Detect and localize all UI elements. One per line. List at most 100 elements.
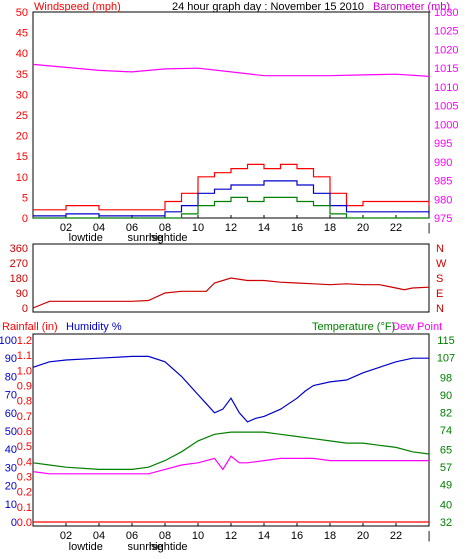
x-tick-label: 10 [192, 222, 204, 234]
humidity-tick-label: 70 [5, 390, 17, 402]
rain-tick-label: 0.9 [17, 381, 32, 393]
gust-line [33, 163, 430, 211]
baro-tick-label: 1005 [434, 101, 458, 113]
wind-tick-label: 15 [16, 151, 28, 163]
x-tick-label: 18 [324, 530, 336, 542]
x-tick-label: 06 [126, 222, 138, 234]
wind-tick-label: 25 [16, 110, 28, 122]
baro-tick-label: 1015 [434, 63, 458, 75]
temperature-tick-label: 65 [440, 445, 452, 457]
x-tick-label: 20 [357, 222, 369, 234]
humidity-tick-label: 50 [5, 426, 17, 438]
minimum-wind-line [33, 196, 429, 219]
rain-axis-title: Rainfall (in) [2, 321, 58, 333]
compass-label: N [436, 303, 444, 315]
wind-axis-title: Windspeed (mph) [34, 1, 121, 13]
humidity-line [32, 355, 429, 423]
wind-tick-label: 45 [16, 28, 28, 40]
rain-tick-label: 0.0 [17, 517, 32, 529]
baro-tick-label: 995 [434, 138, 452, 150]
temperature-tick-label: 98 [440, 372, 452, 384]
rain-tick-label: 0.6 [17, 426, 32, 438]
x-tick-label: 10 [192, 530, 204, 542]
x-tick-label: 12 [225, 222, 237, 234]
baro-tick-label: 1000 [434, 119, 458, 131]
direction-tick-label: 0 [22, 303, 28, 315]
x-tick-label: 14 [258, 530, 270, 542]
baro-tick-label: 985 [434, 176, 452, 188]
tide-label-sunrise: sunrise [127, 232, 162, 244]
wind-tick-label: 20 [16, 131, 28, 143]
direction-tick-label: 360 [10, 243, 28, 255]
rain-tick-label: 0.1 [17, 502, 32, 514]
temp-humidity-panel [32, 333, 430, 527]
compass-label: N [436, 243, 444, 255]
tide-label-hightide: hightide [149, 541, 188, 553]
wind-tick-label: 5 [22, 192, 28, 204]
temperature-tick-label: 40 [440, 499, 452, 511]
baro-tick-label: 1030 [434, 7, 458, 19]
direction-tick-label: 180 [10, 273, 28, 285]
rain-tick-label: 0.7 [17, 411, 32, 423]
humidity-tick-label: 100 [0, 335, 17, 347]
rain-tick-label: 0.4 [17, 456, 32, 468]
wind-tick-label: 50 [16, 7, 28, 19]
humidity-tick-label: 80 [5, 371, 17, 383]
temperature-tick-label: 115 [437, 335, 455, 347]
x-tick-label: 14 [258, 222, 270, 234]
direction-panel [32, 243, 430, 313]
x-tick-label: 06 [126, 530, 138, 542]
baro-tick-label: 980 [434, 194, 452, 206]
wind-tick-label: 30 [16, 89, 28, 101]
baro-tick-label: 990 [434, 157, 452, 169]
humidity-tick-label: 60 [5, 408, 17, 420]
tide-label-lowtide: lowtide [69, 232, 103, 244]
wind-tick-label: 10 [16, 172, 28, 184]
rain-tick-label: 0.3 [17, 472, 32, 484]
x-tick-label: 08 [159, 222, 171, 234]
x-tick-label: 08 [159, 530, 171, 542]
humidity-tick-label: 10 [5, 499, 17, 511]
x-tick-label: 16 [291, 530, 303, 542]
baro-tick-label: 1020 [434, 44, 458, 56]
direction-tick-label: 270 [10, 258, 28, 270]
compass-label: S [436, 273, 443, 285]
x-tick-label: 02 [60, 222, 72, 234]
x-tick-label: 02 [60, 530, 72, 542]
temperature-tick-label: 32 [440, 517, 452, 529]
rain-tick-label: 1.0 [17, 365, 32, 377]
wind-tick-label: 35 [16, 69, 28, 81]
temperature-axis-title: Temperature (°F) [312, 321, 395, 333]
baro-axis-title: Barometer (mb) [373, 1, 450, 13]
x-tick-label: | [428, 530, 431, 542]
baro-tick-label: 975 [434, 213, 452, 225]
temperature-tick-label: 49 [440, 480, 452, 492]
average-wind-line [33, 180, 430, 217]
humidity-tick-label: 0 [11, 517, 17, 529]
x-tick-label: 04 [93, 222, 105, 234]
x-tick-label: 22 [390, 222, 402, 234]
chart-marks: 0510152025303540455097598098599099510001… [0, 7, 458, 553]
dewpoint-line [32, 455, 429, 475]
compass-label: W [436, 258, 447, 270]
x-tick-label: 12 [225, 530, 237, 542]
rain-tick-label: 0.2 [17, 487, 32, 499]
chart-title: 24 hour graph day : November 15 2010 [172, 1, 364, 13]
tide-label-sunrise: sunrise [127, 541, 162, 553]
humidity-tick-label: 30 [5, 462, 17, 474]
humidity-axis-title: Humidity % [66, 321, 122, 333]
humidity-tick-label: 90 [5, 353, 17, 365]
dewpoint-axis-title: Dew Point [392, 321, 442, 333]
tide-label-lowtide: lowtide [69, 541, 103, 553]
humidity-tick-label: 40 [5, 444, 17, 456]
temperature-tick-label: 107 [437, 353, 455, 365]
x-tick-label: 18 [324, 222, 336, 234]
temperature-tick-label: 74 [440, 425, 452, 437]
direction-tick-label: 90 [16, 288, 28, 300]
rain-tick-label: 0.5 [17, 441, 32, 453]
rain-tick-label: 0.8 [17, 396, 32, 408]
x-tick-label: 16 [291, 222, 303, 234]
wind-direction-line [32, 277, 430, 309]
